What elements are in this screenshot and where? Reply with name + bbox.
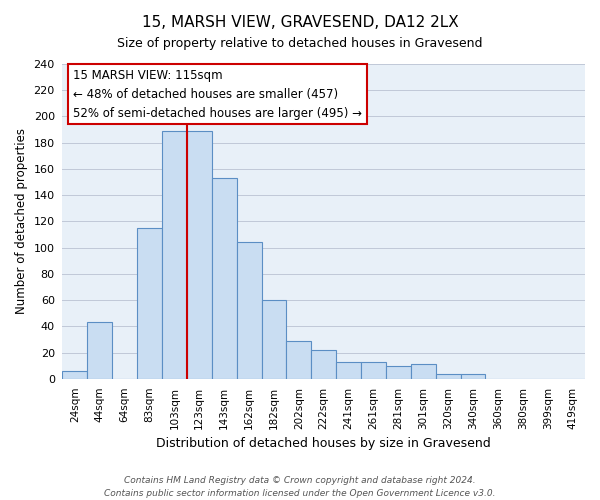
Bar: [137, 228, 162, 379]
Bar: [88, 322, 112, 379]
Bar: [62, 371, 88, 379]
Bar: [411, 364, 436, 379]
Y-axis label: Number of detached properties: Number of detached properties: [15, 128, 28, 314]
Bar: [386, 366, 411, 379]
Text: 15 MARSH VIEW: 115sqm
← 48% of detached houses are smaller (457)
52% of semi-det: 15 MARSH VIEW: 115sqm ← 48% of detached …: [73, 68, 362, 120]
Bar: [236, 242, 262, 379]
Bar: [461, 374, 485, 379]
Bar: [361, 362, 386, 379]
Bar: [187, 131, 212, 379]
Bar: [262, 300, 286, 379]
Bar: [436, 374, 461, 379]
Text: 15, MARSH VIEW, GRAVESEND, DA12 2LX: 15, MARSH VIEW, GRAVESEND, DA12 2LX: [142, 15, 458, 30]
X-axis label: Distribution of detached houses by size in Gravesend: Distribution of detached houses by size …: [157, 437, 491, 450]
Bar: [336, 362, 361, 379]
Bar: [286, 341, 311, 379]
Text: Contains HM Land Registry data © Crown copyright and database right 2024.
Contai: Contains HM Land Registry data © Crown c…: [104, 476, 496, 498]
Bar: [311, 350, 336, 379]
Bar: [162, 131, 187, 379]
Text: Size of property relative to detached houses in Gravesend: Size of property relative to detached ho…: [117, 38, 483, 51]
Bar: [212, 178, 236, 379]
